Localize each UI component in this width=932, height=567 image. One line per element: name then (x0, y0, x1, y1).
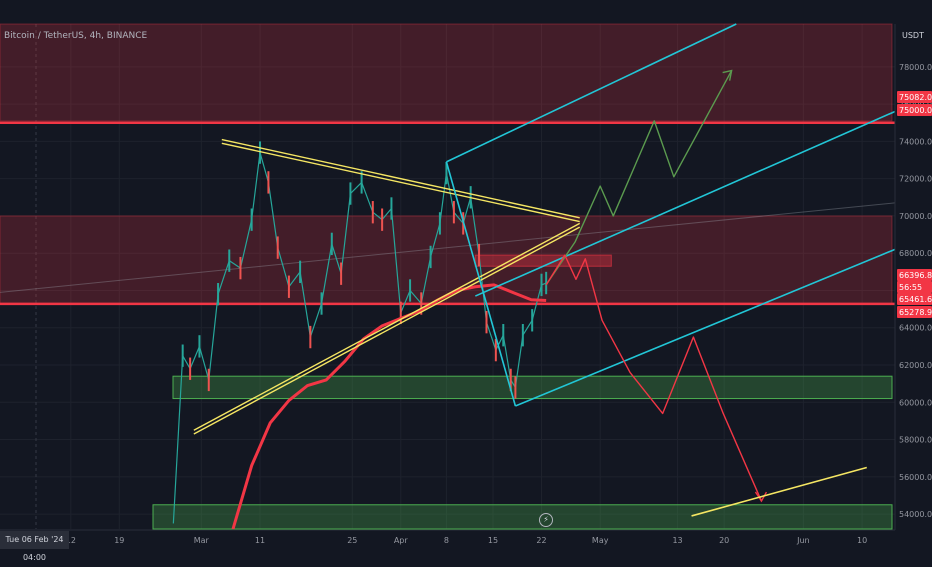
x-tick-11: 20 (719, 536, 729, 545)
x-tick-13: 10 (857, 536, 867, 545)
time-axis-background (0, 530, 932, 550)
resistance-zone-0 (0, 23, 893, 122)
x-tick-9: May (592, 536, 609, 545)
price-label-bg-0 (897, 91, 932, 103)
y-tick-5: 64000.00 (899, 324, 932, 333)
channel-lower (515, 248, 896, 407)
chart-title: Bitcoin / TetherUS, 4h, BINANCE (4, 31, 148, 41)
x-tick-0: 12 (66, 536, 76, 545)
triangle-upper (221, 138, 580, 219)
price-label-bg-3 (897, 281, 932, 293)
price-label-bg-2 (897, 269, 932, 281)
x-tick-10: 13 (672, 536, 682, 545)
y-tick-7: 68000.00 (899, 249, 932, 258)
x-tick-5: Apr (394, 536, 409, 545)
y-tick-3: 60000.00 (899, 398, 932, 407)
projection-up-arrowhead (722, 69, 733, 81)
triangle-lower (193, 222, 581, 431)
x-tick-3: 11 (255, 536, 265, 545)
cursor-date-badge: Tue 06 Feb '24 04:00 (0, 531, 69, 562)
x-tick-6: 8 (444, 536, 449, 545)
y-tick-9: 72000.00 (899, 175, 932, 184)
x-tick-7: 15 (488, 536, 498, 545)
chart-background (0, 0, 932, 550)
y-tick-4: 62000.00 (899, 361, 932, 370)
highlight-box (474, 254, 612, 267)
price-path (172, 151, 547, 524)
price-label-0: 75082.01 (899, 93, 932, 102)
resistance-zone-1 (0, 215, 893, 305)
y-tick-2: 58000.00 (899, 436, 932, 445)
price-label-bg-1 (897, 104, 932, 116)
y-tick-8: 70000.00 (899, 212, 932, 221)
y-tick-10: 74000.00 (899, 137, 932, 146)
projection-down (545, 254, 763, 502)
price-label-2: 66396.88 (899, 271, 932, 280)
y-tick-1: 56000.00 (899, 473, 932, 482)
projection-up (545, 70, 733, 286)
grey-trend-line (0, 202, 895, 293)
support-zone-3 (152, 504, 893, 530)
channel-upper (446, 23, 737, 163)
channel-left (445, 161, 517, 407)
y-tick-12: 78000.00 (899, 63, 932, 72)
channel-middle (474, 110, 896, 297)
price-label-3: 56:55 (899, 283, 922, 292)
y-tick-0: 54000.00 (899, 510, 932, 519)
triangle-upper2 (221, 142, 580, 223)
price-label-bg-5 (897, 306, 932, 318)
chart: 54000.00 56000.00 58000.00 60000.00 62000.00… (0, 0, 932, 550)
x-tick-4: 25 (347, 536, 357, 545)
x-tick-12: Jun (796, 536, 810, 545)
price-label-4: 65461.64 (899, 295, 932, 304)
x-tick-1: 19 (114, 536, 124, 545)
bottom-trend-line (691, 466, 867, 517)
price-label-bg-4 (897, 293, 932, 305)
x-tick-2: Mar (194, 536, 210, 545)
price-label-5: 65278.95 (899, 308, 932, 317)
triangle-lower2 (193, 226, 581, 435)
lightning-icon[interactable]: ⚡ (539, 513, 553, 527)
x-tick-8: 22 (536, 536, 546, 545)
price-label-1: 75000.00 (899, 106, 932, 115)
currency-unit: USDT (902, 31, 924, 40)
